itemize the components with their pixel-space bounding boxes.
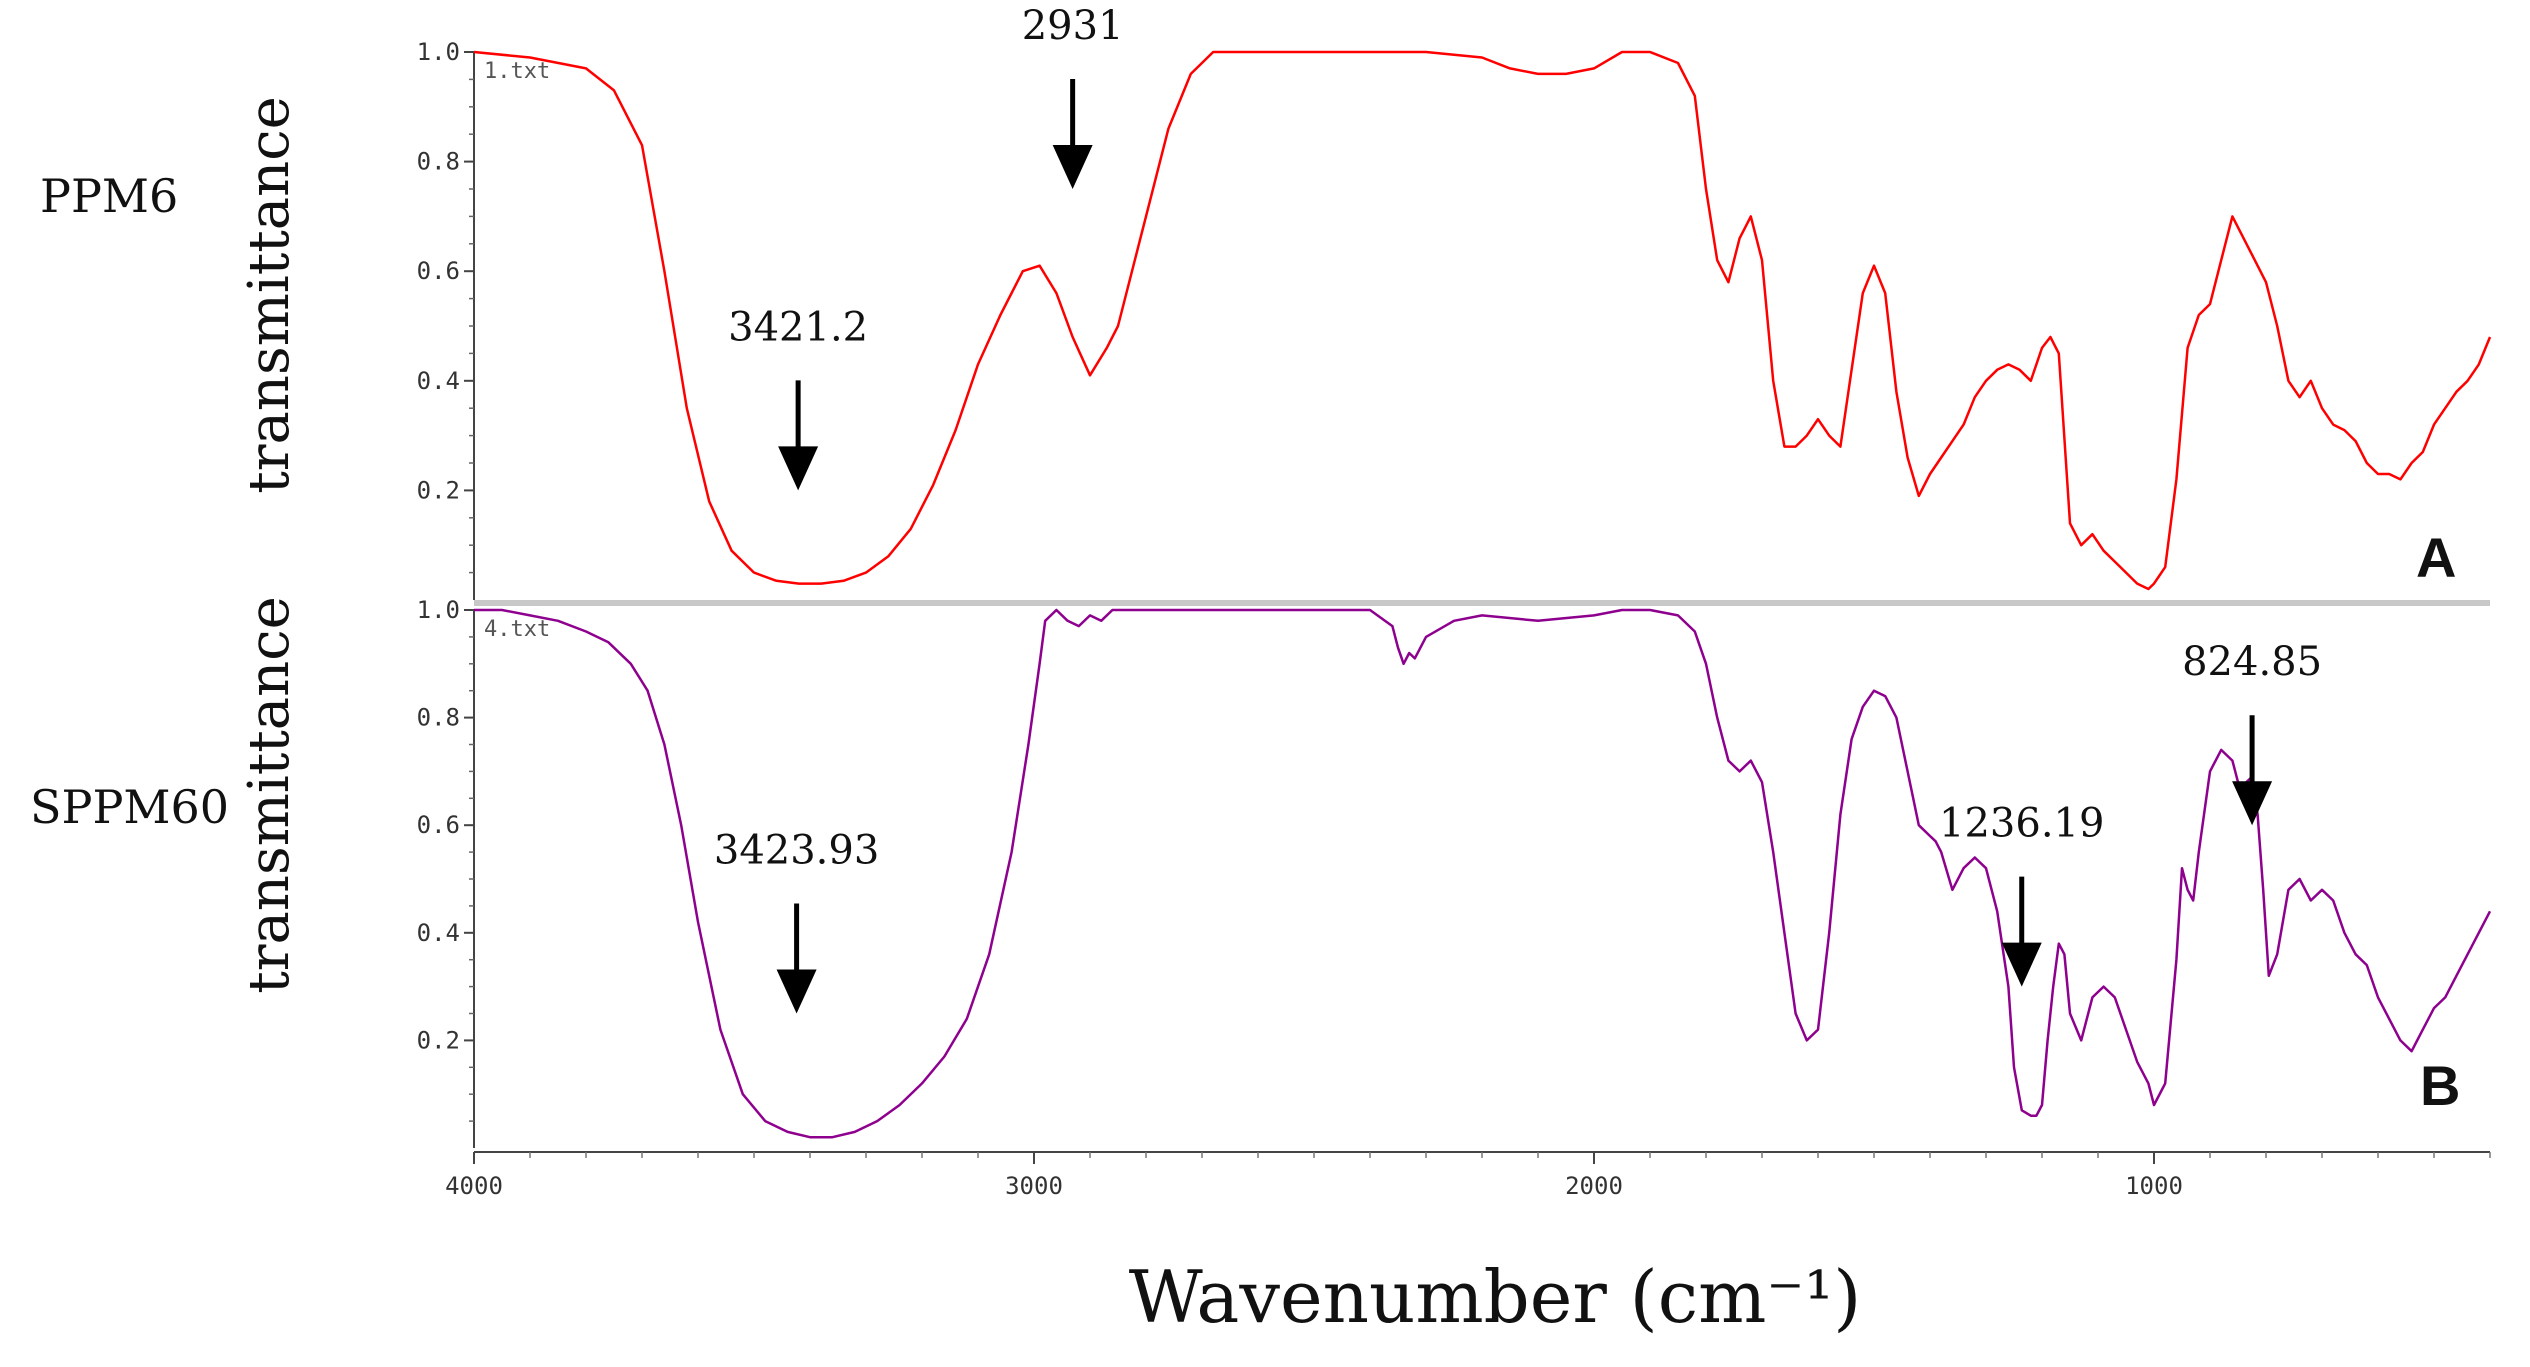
- y-tick-label: 0.2: [417, 476, 460, 504]
- peak-annotation: 2931: [1022, 3, 1124, 49]
- y-tick-label: 0.6: [417, 257, 460, 285]
- spectrum-line-ppm6: [473, 50, 2492, 591]
- file-label: 1.txt: [484, 59, 550, 84]
- annotation-arrow-head: [2232, 781, 2273, 826]
- y-tick-label: 0.8: [417, 148, 460, 176]
- panel-b: 1.0 0.8 0.6 0.4 0.2 4.txt SPPM60 transmittance B…: [30, 596, 2492, 1148]
- panel-tag: A: [2416, 526, 2456, 589]
- y-tick-label: 0.8: [417, 704, 460, 732]
- series-label: PPM6: [40, 169, 178, 223]
- y-tick-label: 0.6: [417, 811, 460, 839]
- panel-tag: B: [2420, 1054, 2460, 1117]
- annotation-arrow-head: [776, 969, 817, 1014]
- peak-annotation: 1236.19: [1939, 801, 2104, 847]
- annotation-arrow-head: [1052, 145, 1093, 189]
- peak-annotation: 3423.93: [714, 828, 879, 874]
- y-tick-label: 0.4: [417, 919, 460, 947]
- y-tick-label: 1.0: [417, 38, 460, 66]
- annotation-arrow-head: [778, 446, 819, 491]
- panel-a: 1.0 0.8 0.6 0.4 0.2 1.txt PPM6 transmittance A 34…: [40, 3, 2492, 600]
- y-axis-title: transmittance: [237, 596, 302, 993]
- y-axis-title: transmittance: [237, 96, 302, 493]
- series-label: SPPM60: [30, 780, 229, 834]
- x-tick-label: 2000: [1565, 1172, 1623, 1200]
- y-tick-label: 0.4: [417, 367, 460, 395]
- x-tick-label: 1000: [2125, 1172, 2183, 1200]
- annotation-arrow-head: [2001, 942, 2042, 987]
- x-tick-label: 4000: [445, 1172, 503, 1200]
- peak-annotation: 824.85: [2182, 639, 2322, 685]
- x-axis: 4000 3000 2000 1000 Wavenumber (cm⁻¹): [445, 1151, 2491, 1339]
- x-axis-title: Wavenumber (cm⁻¹): [1129, 1255, 1862, 1339]
- peak-annotation: 3421.2: [728, 304, 868, 350]
- spectrum-line-sppm60: [474, 608, 2492, 1139]
- y-tick-label: 0.2: [417, 1026, 460, 1054]
- file-label: 4.txt: [484, 617, 550, 642]
- y-tick-label: 1.0: [417, 596, 460, 624]
- x-tick-label: 3000: [1005, 1172, 1063, 1200]
